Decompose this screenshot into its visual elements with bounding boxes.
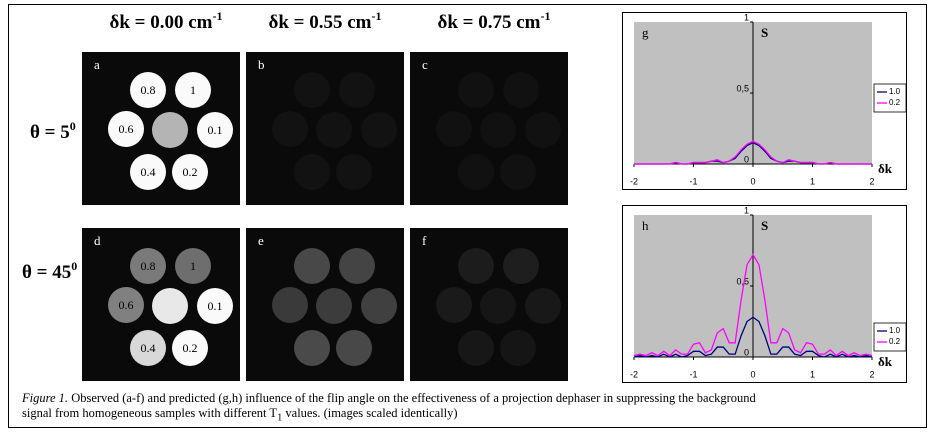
panel-label: b (258, 57, 265, 72)
sample-disc (272, 111, 308, 147)
panel-label: c (422, 57, 428, 72)
x-axis-label: δk (878, 354, 893, 369)
sample-disc (294, 330, 330, 366)
legend-label: 1.0 (889, 87, 901, 96)
panel-label: h (642, 218, 649, 233)
sample-disc (500, 330, 536, 366)
x-tick-label: -2 (630, 176, 638, 186)
y-tick-label: 0 (744, 154, 749, 164)
x-axis-label: δk (878, 161, 893, 176)
disc-label: 0.2 (183, 341, 198, 355)
sample-disc (339, 72, 375, 108)
y-tick-label: 1 (744, 12, 749, 22)
x-tick-label: 2 (869, 176, 874, 186)
y-axis-label: S (761, 218, 768, 233)
row-sup: 0 (70, 119, 76, 133)
sample-disc (336, 154, 372, 190)
header-sup: -1 (541, 9, 551, 23)
x-tick-label: 0 (750, 176, 755, 186)
header-text: δk = 0.75 cm (437, 12, 540, 33)
sample-disc (294, 248, 330, 284)
panel-label: d (94, 233, 101, 248)
sample-disc (272, 287, 308, 323)
sample-disc (458, 72, 494, 108)
page: {"column_headers": [ {"text": "δk = 0.00… (0, 0, 936, 434)
header-sup: -1 (372, 9, 382, 23)
sample-disc (316, 112, 352, 148)
sample-disc (525, 112, 561, 148)
sample-disc (480, 112, 516, 148)
y-tick-label: 0 (744, 347, 749, 357)
disc-label: 0.8 (141, 259, 156, 273)
disc-label: 1 (190, 259, 196, 273)
x-tick-label: -2 (630, 369, 638, 379)
caption: Figure 1. Observed (a-f) and predicted (… (22, 391, 782, 426)
y-tick-label: 1 (744, 205, 749, 215)
x-tick-label: 0 (750, 369, 755, 379)
disc-label: 0.1 (208, 299, 223, 313)
disc-label: 0.6 (119, 122, 134, 136)
header-text: δk = 0.55 cm (268, 12, 371, 33)
disc-label: 0.4 (141, 341, 156, 355)
sample-disc (480, 288, 516, 324)
sample-disc (294, 72, 330, 108)
legend-label: 1.0 (889, 326, 901, 335)
sample-disc (339, 248, 375, 284)
panel-label: e (258, 233, 264, 248)
row-label: θ = 450 (22, 259, 77, 284)
header-text: δk = 0.00 cm (109, 12, 212, 33)
disc-label: 0.8 (141, 83, 156, 97)
x-tick-label: -1 (689, 176, 697, 186)
y-tick-label: 0,5 (736, 83, 749, 93)
caption-lead: Figure 1. (22, 391, 68, 405)
column-header: δk = 0.00 cm-1 (109, 9, 222, 34)
row-text: θ = 5 (30, 122, 70, 143)
y-axis-label: S (761, 25, 768, 40)
sample-disc (503, 248, 539, 284)
panel-label: f (422, 233, 427, 248)
y-tick-label: 0,5 (736, 276, 749, 286)
sample-disc (458, 330, 494, 366)
sample-disc (525, 288, 561, 324)
panel-label: g (642, 25, 649, 40)
sample-disc (152, 288, 188, 324)
sample-disc (458, 248, 494, 284)
column-header: δk = 0.55 cm-1 (268, 9, 381, 34)
legend-label: 0.2 (889, 337, 901, 346)
header-sup: -1 (213, 9, 223, 23)
sample-disc (152, 112, 188, 148)
sample-disc (436, 287, 472, 323)
x-tick-label: 1 (810, 176, 815, 186)
sample-disc (361, 288, 397, 324)
disc-label: 0.2 (183, 165, 198, 179)
x-tick-label: 1 (810, 369, 815, 379)
sample-disc (458, 154, 494, 190)
sample-disc (361, 112, 397, 148)
row-text: θ = 45 (22, 262, 71, 283)
legend-label: 0.2 (889, 98, 901, 107)
panel-label: a (94, 57, 100, 72)
sample-disc (503, 72, 539, 108)
sample-disc (316, 288, 352, 324)
column-header: δk = 0.75 cm-1 (437, 9, 550, 34)
disc-label: 1 (190, 83, 196, 97)
sample-disc (336, 330, 372, 366)
sample-disc (294, 154, 330, 190)
sample-disc (500, 154, 536, 190)
disc-label: 0.6 (119, 298, 134, 312)
caption-tail: values. (images scaled identically) (282, 406, 457, 420)
disc-label: 0.4 (141, 165, 156, 179)
row-sup: 0 (71, 259, 77, 273)
disc-label: 0.1 (208, 123, 223, 137)
figure: δk = 0.00 cm-1 δk = 0.55 cm-1 δk = 0.75 … (0, 0, 936, 434)
row-label: θ = 50 (30, 119, 76, 144)
sample-disc (436, 111, 472, 147)
x-tick-label: 2 (869, 369, 874, 379)
x-tick-label: -1 (689, 369, 697, 379)
